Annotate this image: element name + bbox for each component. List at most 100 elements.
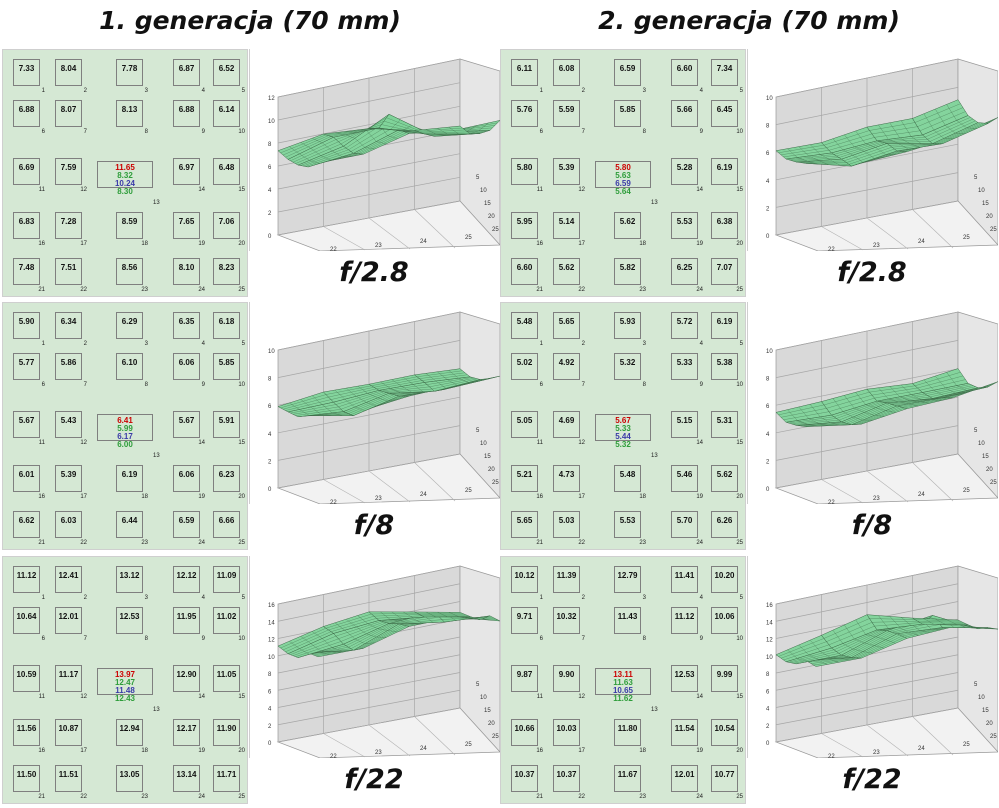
mesh-line <box>421 131 468 134</box>
grid-cell: 9.99 15 <box>711 665 743 700</box>
cell-index: 10 <box>736 129 743 135</box>
cell-value: 6.26 <box>716 516 733 525</box>
mesh-line <box>826 394 873 409</box>
cell-value: 5.05 <box>516 416 533 425</box>
mesh-line <box>891 143 938 148</box>
x-tick-label: 25 <box>963 742 970 748</box>
mesh-line <box>884 141 931 143</box>
grid-cell: 5.03 22 <box>553 511 585 546</box>
cell-index: 25 <box>238 287 245 293</box>
grid-cell: 6.45 10 <box>711 100 743 135</box>
cell-index: 21 <box>38 794 45 800</box>
y-tick-label: 5 <box>974 175 978 181</box>
z-tick-label: 10 <box>268 655 275 661</box>
cell-index: 6 <box>539 382 543 388</box>
cell-index: 9 <box>201 382 205 388</box>
grid-line <box>277 583 461 622</box>
floor-grid-line <box>912 209 954 249</box>
floor-grid-line <box>821 733 864 758</box>
grid-cell: 9.87 11 <box>511 665 543 700</box>
grid-cell: 8.10 24 <box>173 258 205 293</box>
cell-index: 13 <box>153 453 160 459</box>
mesh-line <box>848 632 895 658</box>
cell-index: 6 <box>41 382 45 388</box>
grid-cell: 10.66 16 <box>511 719 543 754</box>
cell-value: 11.95 <box>176 612 197 621</box>
mesh-line <box>871 126 918 135</box>
cell-value: 12.79 <box>617 571 638 580</box>
grid-cell: 12.17 19 <box>173 719 205 754</box>
cell-value: 10.87 <box>58 724 79 733</box>
cell-index: 19 <box>696 241 703 247</box>
cell-index: 1 <box>539 341 543 347</box>
cell-value: 8.10 <box>178 263 195 272</box>
cell-value: 5.90 <box>18 317 35 326</box>
cell-value: 6.03 <box>60 516 77 525</box>
y-tick-label: 15 <box>982 708 989 714</box>
z-tick-label: 4 <box>766 179 770 185</box>
x-tick-label: 25 <box>963 488 970 494</box>
center-value: 5.33 <box>615 424 631 433</box>
cell-index: 8 <box>642 129 646 135</box>
cell-index: 5 <box>241 595 245 601</box>
cell-index: 16 <box>38 748 45 754</box>
z-tick-label: 8 <box>766 124 770 130</box>
grid-cell: 5.05 11 <box>511 411 543 446</box>
floor-grid-line <box>368 724 411 757</box>
grid-cell: 6.52 5 <box>213 59 245 94</box>
grid-cell: 4.73 17 <box>553 465 585 500</box>
cell-value: 11.39 <box>556 571 577 580</box>
cell-value: 8.56 <box>121 263 138 272</box>
cell-index: 2 <box>581 341 585 347</box>
cell-value: 5.62 <box>558 263 575 272</box>
grid-cell: 6.88 6 <box>13 100 45 135</box>
cell-index: 2 <box>83 88 87 94</box>
mesh-line <box>810 640 821 652</box>
y-tick-label: 5 <box>974 682 978 688</box>
cell-value: 7.78 <box>121 64 138 73</box>
grid-cell: 6.19 15 <box>711 158 743 193</box>
x-tick-label: 22 <box>330 500 337 504</box>
cell-index: 22 <box>80 794 87 800</box>
center-value: 11.65 <box>115 163 135 172</box>
cell-index: 10 <box>238 382 245 388</box>
y-tick-label: 5 <box>974 428 978 434</box>
grid-line <box>775 565 959 605</box>
center-value: 12.43 <box>114 694 136 703</box>
grid-cell: 12.90 14 <box>173 665 205 700</box>
grid-cell: 6.26 25 <box>711 511 743 546</box>
cell-value: 12.01 <box>674 770 695 779</box>
cell-value: 10.37 <box>514 770 535 779</box>
cell-index: 9 <box>699 382 703 388</box>
mesh-line <box>820 154 831 160</box>
mesh-line <box>305 414 352 417</box>
z-tick-label: 4 <box>268 432 272 438</box>
cell-value: 13.05 <box>119 770 140 779</box>
grid-cell: 11.90 20 <box>213 719 245 754</box>
mesh-line <box>919 622 966 624</box>
cell-index: 2 <box>83 595 87 601</box>
y-tick-label: 20 <box>986 721 993 727</box>
grid-cell: 5.53 19 <box>671 212 703 247</box>
cell-index: 18 <box>639 241 646 247</box>
mesh-line <box>929 386 976 398</box>
mesh-line <box>468 130 479 135</box>
grid-cell: 7.78 3 <box>116 59 148 94</box>
mesh-line <box>939 386 986 398</box>
z-tick-label: 14 <box>766 620 773 626</box>
z-tick-label: 0 <box>268 487 272 493</box>
y-tick-label: 10 <box>480 695 487 701</box>
cell-index: 23 <box>639 794 646 800</box>
cell-value: 7.48 <box>18 263 35 272</box>
mesh-line <box>783 150 830 158</box>
z-tick-label: 2 <box>268 724 272 730</box>
x-tick-label: 24 <box>420 746 427 752</box>
cell-index: 1 <box>41 88 45 94</box>
cell-value: 6.06 <box>178 358 195 367</box>
cell-value: 12.53 <box>119 612 140 621</box>
mesh-line <box>340 392 387 410</box>
cell-value: 10.06 <box>714 612 735 621</box>
cell-value: 5.65 <box>558 317 575 326</box>
grid-cell: 6.66 25 <box>213 511 245 546</box>
grid-cell: 10.32 7 <box>553 607 585 642</box>
